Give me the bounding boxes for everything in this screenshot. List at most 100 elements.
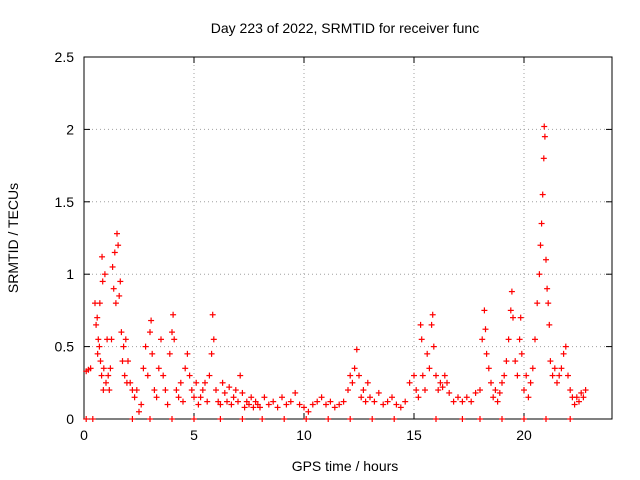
data-point — [237, 372, 244, 379]
data-point — [494, 398, 501, 405]
data-point — [87, 365, 94, 372]
data-point — [358, 394, 365, 401]
data-point — [106, 387, 113, 394]
data-point — [224, 398, 230, 405]
data-point — [114, 230, 120, 237]
data-point — [351, 365, 358, 372]
data-point — [514, 372, 521, 379]
data-point — [362, 398, 369, 405]
data-point — [380, 401, 387, 408]
data-point — [578, 389, 585, 396]
data-point — [541, 133, 548, 140]
data-point — [389, 394, 395, 401]
data-point — [296, 401, 303, 408]
data-point — [292, 389, 299, 396]
data-point — [391, 416, 398, 422]
data-point — [177, 379, 184, 386]
data-point — [241, 404, 248, 411]
data-point — [501, 372, 508, 379]
data-point — [455, 394, 461, 401]
y-tick-label: 1.5 — [55, 194, 75, 210]
data-point — [508, 288, 515, 295]
data-point — [250, 404, 257, 411]
data-point — [101, 271, 108, 278]
data-point — [261, 394, 268, 401]
data-point — [496, 389, 503, 396]
data-point — [541, 123, 548, 130]
data-point — [257, 404, 263, 411]
data-point — [228, 401, 235, 408]
data-point — [521, 416, 527, 422]
data-point — [540, 155, 547, 162]
data-point — [468, 398, 475, 405]
data-point — [155, 365, 162, 372]
data-point — [538, 220, 545, 227]
data-point — [558, 365, 565, 372]
data-point — [521, 387, 527, 394]
data-point — [545, 300, 552, 307]
data-point — [193, 379, 200, 386]
data-point — [110, 285, 117, 292]
data-point — [422, 387, 428, 394]
data-point — [556, 372, 563, 379]
data-point — [529, 365, 536, 372]
data-point — [89, 416, 96, 422]
data-point — [318, 394, 325, 401]
data-point — [546, 321, 553, 328]
data-point — [115, 242, 122, 249]
data-point — [309, 401, 316, 408]
data-point — [219, 379, 226, 386]
data-point — [336, 401, 343, 408]
data-point — [433, 372, 439, 379]
data-point — [131, 394, 138, 401]
data-point — [221, 389, 228, 396]
data-point — [534, 300, 541, 307]
data-point — [429, 311, 436, 318]
data-point — [347, 416, 354, 422]
data-point — [239, 416, 246, 422]
data-point — [186, 372, 193, 379]
data-point — [554, 379, 560, 386]
data-point — [226, 384, 233, 391]
data-point — [517, 314, 524, 321]
data-point — [158, 336, 164, 343]
data-point — [149, 350, 156, 357]
data-point — [239, 389, 246, 396]
data-point — [580, 394, 587, 401]
data-point — [246, 401, 252, 408]
y-axis-ticks: 0 0.5 1 1.5 2 2.5 — [55, 49, 612, 427]
data-point — [206, 372, 213, 379]
data-point — [169, 416, 175, 422]
grid-lines — [84, 57, 612, 419]
data-point — [371, 398, 378, 405]
x-axis-ticks: 0 5 10 15 20 — [80, 57, 532, 443]
data-point — [477, 387, 483, 394]
data-point — [217, 416, 224, 422]
data-point — [507, 307, 514, 314]
data-point — [213, 387, 219, 394]
data-point — [98, 372, 105, 379]
data-point — [259, 416, 266, 422]
data-point — [525, 394, 532, 401]
data-point — [279, 394, 285, 401]
data-point — [543, 416, 549, 422]
data-point — [565, 372, 571, 379]
data-point — [567, 416, 574, 422]
y-tick-label: 1 — [66, 266, 74, 282]
data-point — [169, 329, 175, 336]
data-point — [217, 401, 224, 408]
data-point — [199, 387, 206, 394]
data-point — [195, 401, 202, 408]
data-point — [209, 311, 216, 318]
data-point — [94, 314, 101, 321]
data-point — [116, 292, 123, 299]
data-point — [175, 394, 182, 401]
data-point — [481, 307, 488, 314]
data-point — [437, 379, 444, 386]
data-point — [96, 343, 103, 350]
data-point — [283, 401, 290, 408]
data-point — [323, 401, 329, 408]
x-tick-label: 20 — [516, 427, 532, 443]
data-point — [142, 343, 149, 350]
